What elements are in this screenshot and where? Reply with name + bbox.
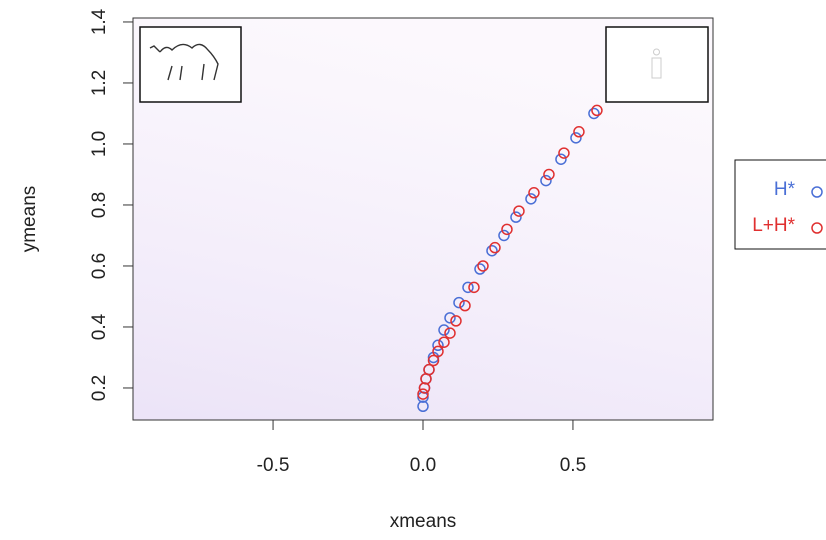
point xyxy=(417,388,429,400)
point xyxy=(453,296,465,309)
legend-label: L+H* xyxy=(752,215,795,236)
point xyxy=(591,104,603,117)
y-tick-label: 0.2 xyxy=(89,375,110,401)
point xyxy=(432,339,444,352)
point xyxy=(423,363,435,376)
point xyxy=(528,187,540,199)
legend-marker xyxy=(811,186,823,198)
point xyxy=(588,107,600,120)
x-tick-label: -0.5 xyxy=(257,455,290,476)
point xyxy=(543,168,555,181)
point xyxy=(427,354,440,367)
point xyxy=(462,281,474,294)
y-tick-label: 1.0 xyxy=(89,131,110,157)
point xyxy=(474,263,486,275)
legend-box xyxy=(734,159,826,250)
point xyxy=(459,299,471,312)
point xyxy=(570,132,582,144)
x-tick-label: 0.0 xyxy=(410,455,436,476)
point xyxy=(573,126,585,138)
point xyxy=(444,312,456,324)
point xyxy=(438,336,450,348)
camel-icon xyxy=(139,26,242,103)
point xyxy=(417,400,429,413)
point xyxy=(444,327,456,339)
point xyxy=(438,324,450,336)
point xyxy=(540,174,552,187)
y-tick-label: 0.4 xyxy=(89,313,110,340)
y-tick-label: 0.8 xyxy=(89,192,110,218)
point xyxy=(477,260,489,272)
point xyxy=(498,229,510,242)
y-tick-label: 1.2 xyxy=(89,70,110,96)
point xyxy=(510,211,522,223)
point xyxy=(468,281,480,294)
point xyxy=(513,205,525,217)
point xyxy=(489,241,501,254)
y-axis-label: ymeans xyxy=(19,186,40,253)
point xyxy=(432,345,444,358)
legend-marker xyxy=(811,222,823,234)
x-tick-label: 0.5 xyxy=(560,455,586,476)
y-tick-label: 1.4 xyxy=(89,8,110,35)
point xyxy=(486,244,498,257)
point xyxy=(525,193,537,205)
point xyxy=(558,147,570,159)
legend-label: H* xyxy=(774,179,796,200)
figure-icon xyxy=(605,26,709,103)
point xyxy=(555,153,567,165)
y-tick-label: 0.6 xyxy=(89,253,110,279)
x-axis-label: xmeans xyxy=(390,511,457,532)
point xyxy=(450,315,462,327)
point xyxy=(501,223,513,236)
